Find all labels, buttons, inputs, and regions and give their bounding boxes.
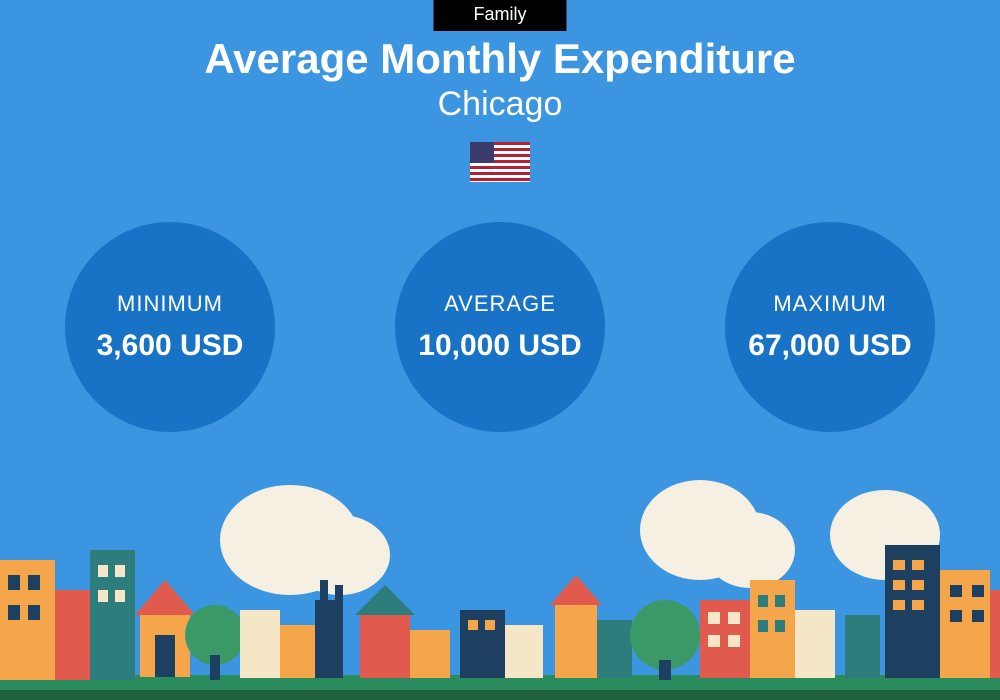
cityscape-illustration	[0, 480, 1000, 700]
stat-label: MAXIMUM	[773, 291, 886, 317]
stat-value: 67,000 USD	[748, 329, 911, 363]
stat-minimum: MINIMUM 3,600 USD	[65, 222, 275, 432]
stat-value: 3,600 USD	[97, 329, 244, 363]
flag-icon	[470, 142, 530, 182]
stats-row: MINIMUM 3,600 USD AVERAGE 10,000 USD MAX…	[0, 222, 1000, 432]
stat-label: AVERAGE	[444, 291, 556, 317]
stat-maximum: MAXIMUM 67,000 USD	[725, 222, 935, 432]
stat-label: MINIMUM	[117, 291, 223, 317]
stat-average: AVERAGE 10,000 USD	[395, 222, 605, 432]
stat-value: 10,000 USD	[418, 329, 581, 363]
city-name: Chicago	[0, 85, 1000, 124]
page-title: Average Monthly Expenditure	[0, 35, 1000, 83]
category-tag: Family	[434, 0, 567, 31]
